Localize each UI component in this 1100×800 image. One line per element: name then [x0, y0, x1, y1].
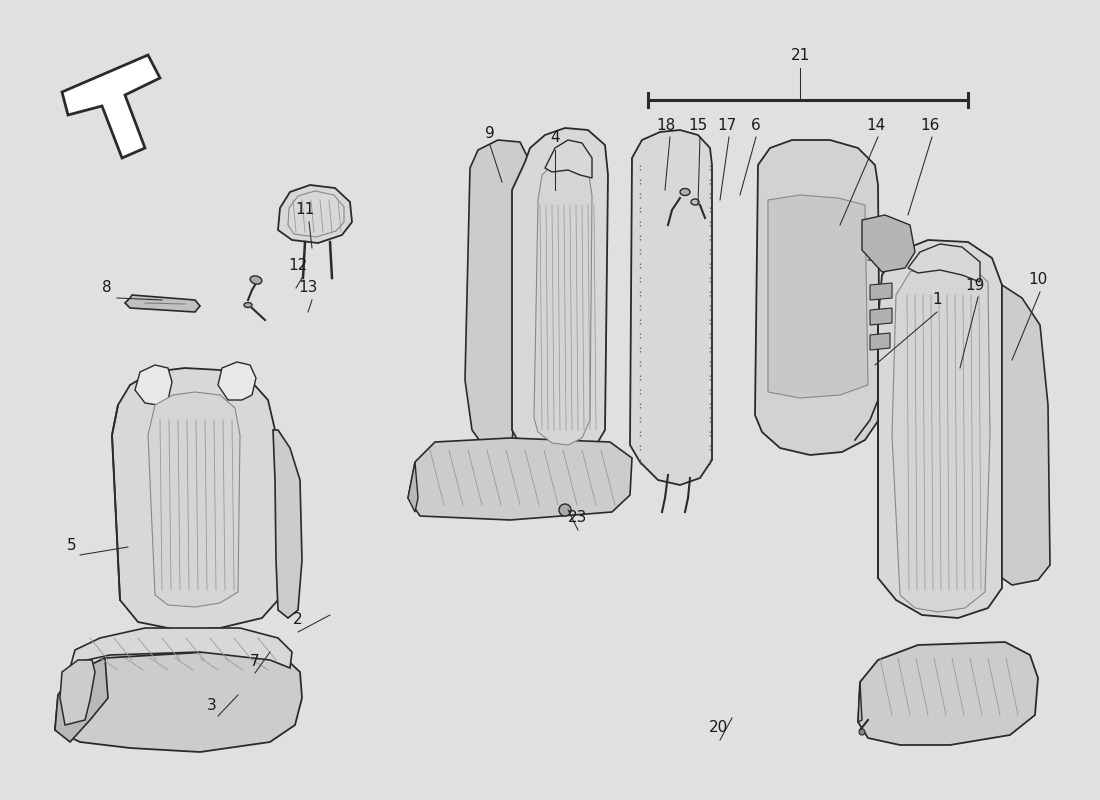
- Polygon shape: [55, 650, 302, 752]
- Ellipse shape: [680, 189, 690, 195]
- Polygon shape: [135, 365, 172, 405]
- Polygon shape: [878, 240, 1002, 618]
- Polygon shape: [862, 215, 915, 272]
- Circle shape: [559, 504, 571, 516]
- Text: 23: 23: [569, 510, 587, 526]
- Ellipse shape: [244, 302, 252, 307]
- Text: 2: 2: [294, 613, 302, 627]
- Circle shape: [859, 729, 865, 735]
- Polygon shape: [544, 140, 592, 178]
- Text: 15: 15: [689, 118, 707, 133]
- Polygon shape: [408, 438, 632, 520]
- Polygon shape: [858, 682, 862, 722]
- Text: 5: 5: [67, 538, 77, 553]
- Polygon shape: [870, 283, 892, 300]
- Text: 4: 4: [550, 130, 560, 146]
- Text: 19: 19: [966, 278, 984, 293]
- Polygon shape: [870, 333, 890, 350]
- Polygon shape: [148, 392, 240, 607]
- Polygon shape: [465, 140, 528, 452]
- Polygon shape: [70, 628, 292, 668]
- Text: 18: 18: [657, 118, 675, 133]
- Text: 14: 14: [867, 118, 886, 133]
- Text: 3: 3: [207, 698, 217, 713]
- Text: 21: 21: [791, 47, 810, 62]
- Polygon shape: [534, 160, 592, 445]
- Text: 13: 13: [298, 281, 318, 295]
- Text: 1: 1: [932, 293, 942, 307]
- Text: 16: 16: [921, 118, 939, 133]
- Polygon shape: [125, 295, 200, 312]
- Text: 9: 9: [485, 126, 495, 141]
- Text: 17: 17: [717, 118, 737, 133]
- Text: 20: 20: [708, 721, 727, 735]
- Polygon shape: [858, 642, 1038, 745]
- Polygon shape: [1002, 285, 1050, 585]
- Text: 11: 11: [296, 202, 315, 218]
- Text: 8: 8: [102, 281, 112, 295]
- Polygon shape: [870, 308, 892, 325]
- Polygon shape: [273, 430, 303, 618]
- Text: 6: 6: [751, 118, 761, 133]
- Polygon shape: [55, 658, 108, 742]
- Polygon shape: [892, 262, 990, 612]
- Polygon shape: [60, 660, 95, 725]
- Polygon shape: [112, 368, 278, 630]
- Polygon shape: [278, 185, 352, 243]
- Polygon shape: [755, 140, 880, 455]
- Polygon shape: [408, 462, 418, 512]
- Polygon shape: [908, 244, 980, 282]
- Polygon shape: [62, 55, 160, 158]
- Polygon shape: [630, 130, 712, 485]
- Polygon shape: [218, 362, 256, 400]
- Text: 10: 10: [1028, 273, 1047, 287]
- Polygon shape: [512, 128, 608, 462]
- Ellipse shape: [691, 199, 698, 205]
- Polygon shape: [768, 195, 868, 398]
- Ellipse shape: [250, 276, 262, 284]
- Text: 7: 7: [250, 654, 260, 670]
- Text: 12: 12: [288, 258, 308, 273]
